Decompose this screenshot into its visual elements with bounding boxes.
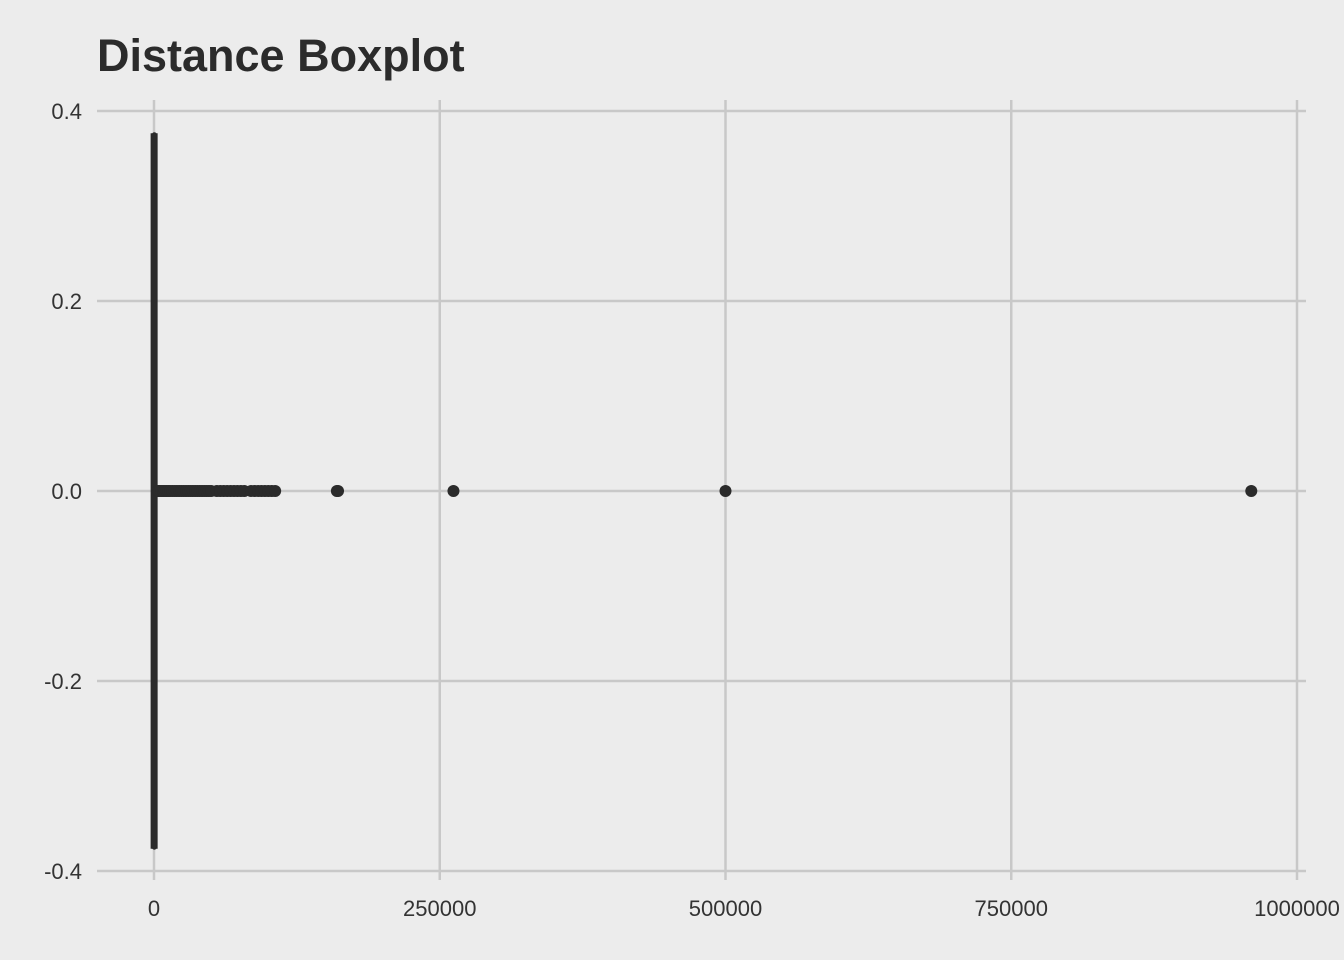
y-tick-label: 0.4 [51, 99, 82, 124]
x-tick-label: 0 [148, 896, 160, 921]
outlier-point [447, 485, 460, 497]
outlier-point [269, 485, 282, 497]
outlier-point [1245, 485, 1258, 497]
x-tick-label: 500000 [689, 896, 762, 921]
x-tick-label: 250000 [403, 896, 476, 921]
y-tick-label: -0.2 [44, 669, 82, 694]
outlier-point [332, 485, 345, 497]
chart-title: Distance Boxplot [97, 30, 465, 81]
x-tick-label: 750000 [975, 896, 1048, 921]
y-tick-label: 0.0 [51, 479, 82, 504]
y-tick-label: -0.4 [44, 859, 82, 884]
outlier-point [719, 485, 732, 497]
y-tick-label: 0.2 [51, 289, 82, 314]
x-tick-label: 1000000 [1254, 896, 1340, 921]
